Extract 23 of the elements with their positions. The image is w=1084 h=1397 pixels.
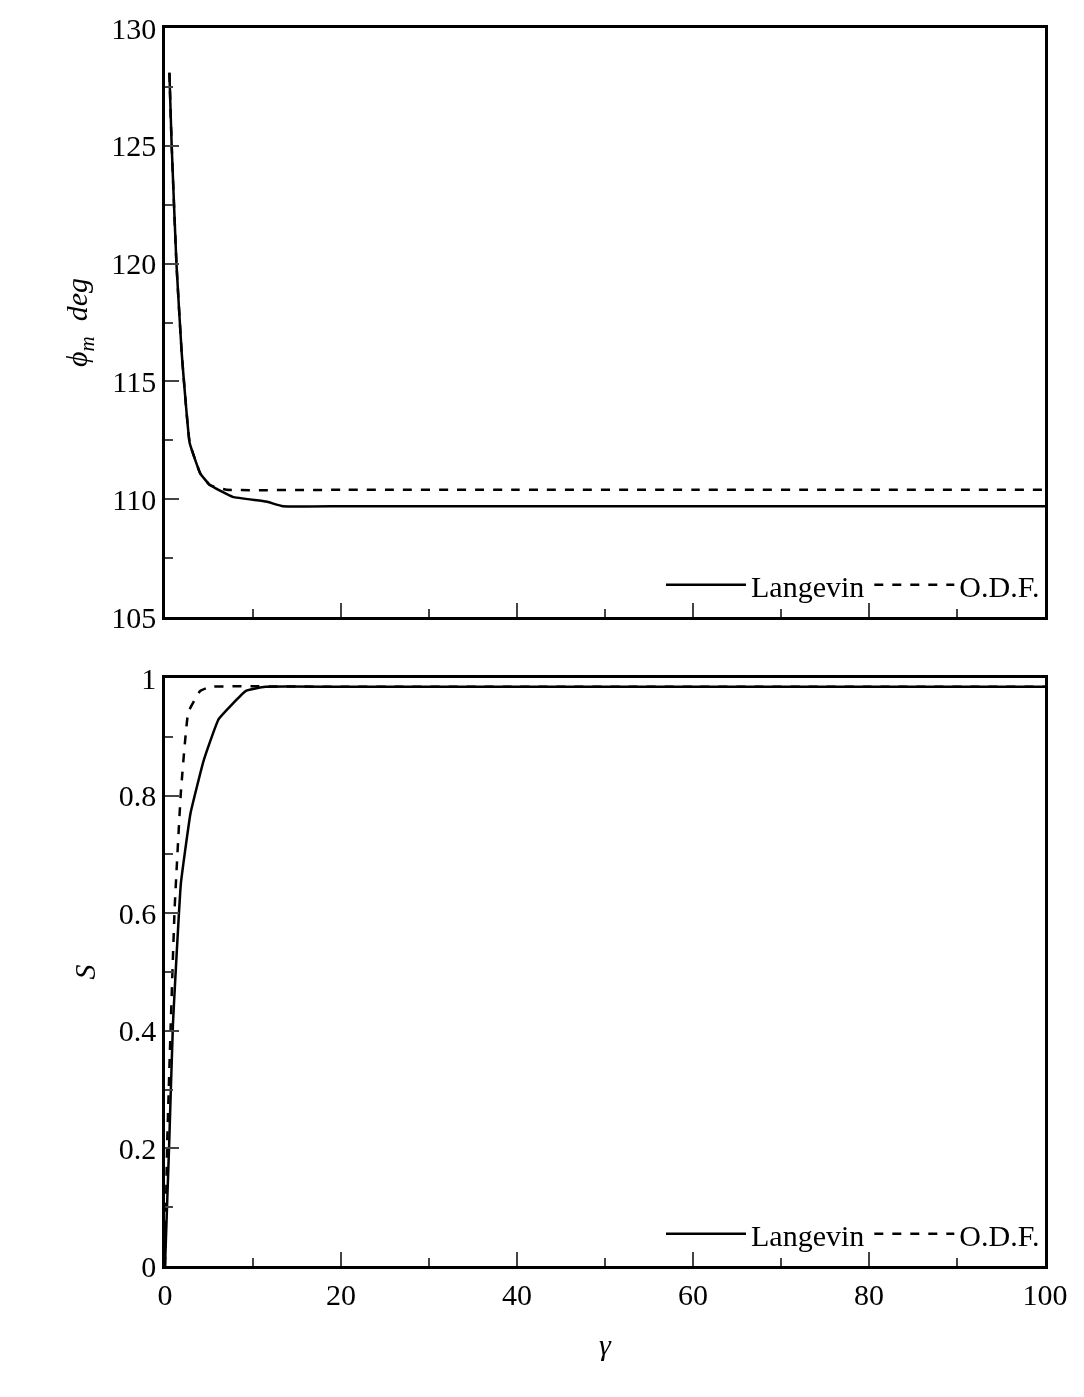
x-tick-label: 100 (1022, 1277, 1068, 1311)
x-tick-label: 60 (678, 1277, 708, 1311)
y-axis-title: S (67, 964, 101, 980)
legend-label: Langevin (751, 1218, 865, 1252)
y-tick-label: 0.4 (118, 1014, 157, 1048)
y-tick-label: 0 (141, 1249, 157, 1283)
y-tick-label: 130 (111, 11, 157, 45)
y-tick-label: 0.6 (118, 896, 157, 930)
legend-label: Langevin (751, 569, 865, 603)
x-tick-label: 40 (502, 1277, 532, 1311)
legend-label: O.D.F. (959, 569, 1040, 603)
y-tick-label: 105 (111, 600, 157, 634)
y-tick-label: 125 (111, 129, 157, 163)
legend-label: O.D.F. (959, 1218, 1040, 1252)
y-tick-label: 120 (111, 247, 157, 281)
y-tick-label: 0.8 (118, 779, 157, 813)
y-tick-label: 1 (141, 661, 157, 695)
x-axis-title: γ (599, 1328, 613, 1362)
y-tick-label: 0.2 (118, 1131, 157, 1165)
x-tick-label: 20 (326, 1277, 356, 1311)
y-tick-label: 115 (112, 364, 157, 398)
y-tick-label: 110 (112, 482, 157, 516)
x-tick-label: 80 (854, 1277, 884, 1311)
